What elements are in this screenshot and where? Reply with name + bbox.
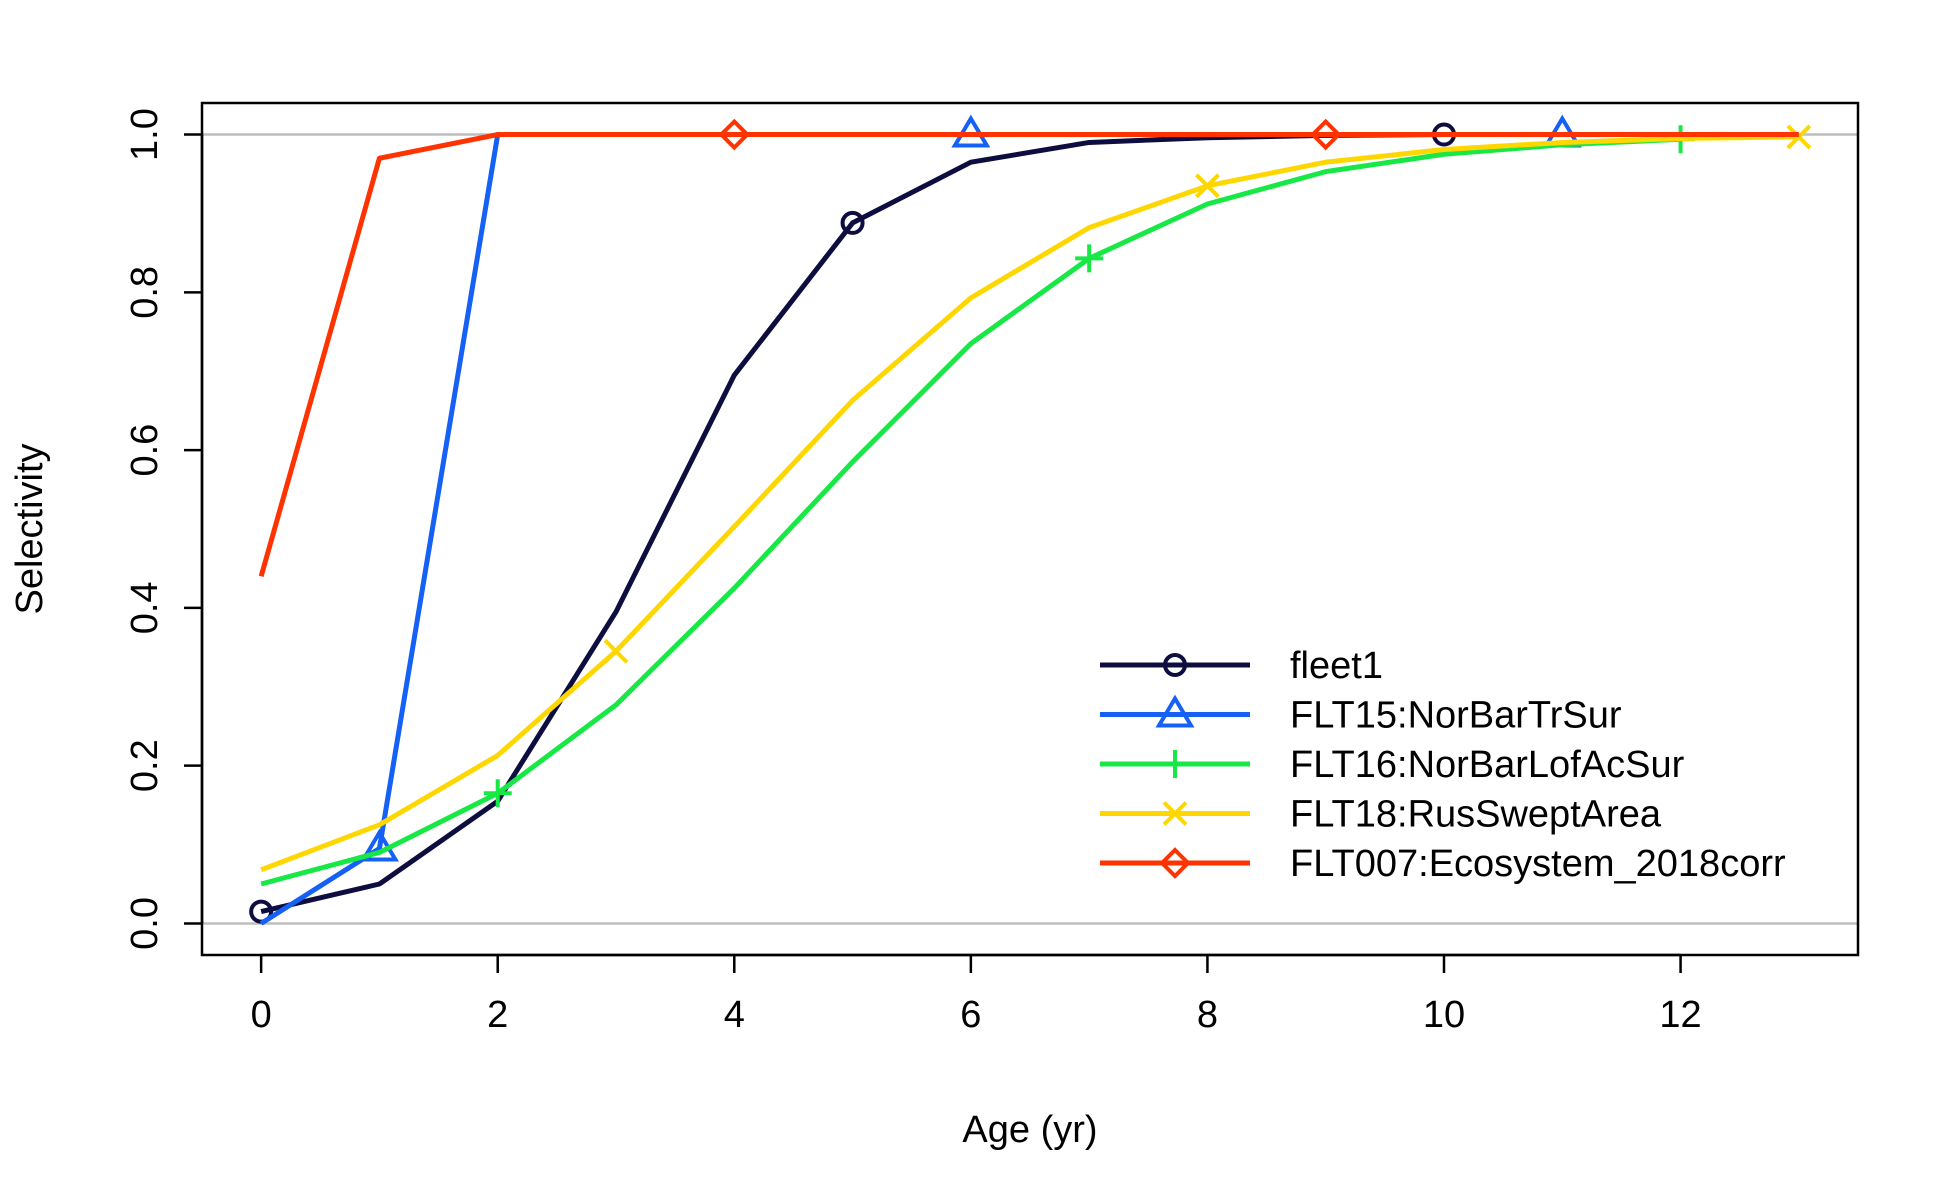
x-axis: 0 2 4 6 8 10 12: [251, 953, 1702, 1036]
y-axis-label: Selectivity: [9, 443, 51, 614]
y-tick-label: 0.2: [124, 739, 166, 792]
data-point-marker: [603, 638, 629, 664]
x-tick-label: 2: [487, 994, 508, 1036]
legend-label: FLT15:NorBarTrSur: [1290, 695, 1622, 737]
legend-marker: [1162, 801, 1188, 826]
series-3: [260, 125, 1695, 887]
y-axis: 0.0 0.2 0.4 0.6 0.8 1.0: [124, 108, 204, 950]
y-tick-label: 0.4: [124, 581, 166, 634]
x-tick-label: 8: [1197, 994, 1218, 1036]
legend-label: FLT007:Ecosystem_2018corr: [1290, 843, 1786, 885]
y-tick-label: 0.8: [124, 266, 166, 319]
x-tick-label: 4: [724, 994, 745, 1036]
legend-label: FLT18:RusSweptArea: [1290, 794, 1662, 836]
series-5: [258, 118, 1799, 578]
x-tick-label: 12: [1659, 994, 1701, 1036]
x-axis-label: Age (yr): [962, 1109, 1097, 1151]
legend-item: fleet1: [1100, 645, 1383, 687]
series-line: [260, 134, 1799, 873]
legend: fleet1 FLT15:NorBarTrSur FLT16:NorBarLofAc…: [1100, 645, 1786, 885]
data-point-marker: [483, 779, 512, 808]
y-tick-label: 0.6: [124, 424, 166, 477]
legend-marker: [1161, 750, 1189, 778]
series-line: [258, 132, 1799, 578]
x-tick-label: 10: [1423, 994, 1465, 1036]
legend-label: FLT16:NorBarLofAcSur: [1290, 744, 1685, 786]
legend-marker: [1155, 694, 1195, 728]
legend-marker: [1163, 653, 1187, 677]
series-layer: [249, 114, 1812, 926]
data-point-marker: [1195, 173, 1220, 199]
legend-item: FLT007:Ecosystem_2018corr: [1100, 843, 1786, 885]
data-point-marker: [718, 118, 751, 151]
data-point-marker: [840, 210, 865, 235]
data-point-marker: [1786, 124, 1812, 150]
x-tick-label: 6: [960, 994, 981, 1036]
legend-item: FLT18:RusSweptArea: [1100, 794, 1662, 836]
y-tick-label: 0.0: [124, 897, 166, 950]
legend-marker: [1159, 847, 1191, 879]
x-tick-label: 0: [251, 994, 272, 1036]
data-point-marker: [1309, 118, 1342, 151]
legend-item: FLT16:NorBarLofAcSur: [1100, 744, 1685, 786]
data-point-marker: [1075, 244, 1104, 273]
y-tick-label: 1.0: [124, 108, 166, 161]
series-4: [260, 124, 1812, 873]
legend-label: fleet1: [1290, 645, 1383, 687]
legend-item: FLT15:NorBarTrSur: [1100, 695, 1622, 737]
